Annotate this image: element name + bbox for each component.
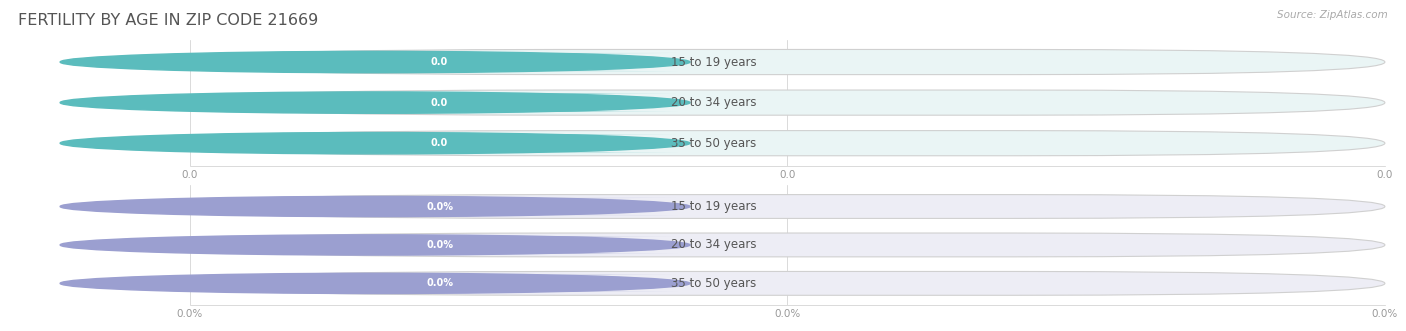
FancyBboxPatch shape — [201, 53, 678, 71]
Text: Source: ZipAtlas.com: Source: ZipAtlas.com — [1277, 10, 1388, 20]
Circle shape — [60, 92, 690, 113]
FancyBboxPatch shape — [190, 195, 1385, 218]
FancyBboxPatch shape — [201, 236, 678, 254]
Text: 15 to 19 years: 15 to 19 years — [672, 56, 756, 69]
Text: 20 to 34 years: 20 to 34 years — [672, 96, 756, 109]
Text: 35 to 50 years: 35 to 50 years — [672, 137, 756, 150]
Text: FERTILITY BY AGE IN ZIP CODE 21669: FERTILITY BY AGE IN ZIP CODE 21669 — [18, 13, 319, 28]
FancyBboxPatch shape — [201, 198, 678, 215]
Text: 35 to 50 years: 35 to 50 years — [672, 277, 756, 290]
Text: 0.0: 0.0 — [432, 98, 449, 108]
Text: 0.0%: 0.0% — [426, 202, 453, 212]
FancyBboxPatch shape — [190, 49, 1385, 74]
Circle shape — [60, 132, 690, 154]
Text: 15 to 19 years: 15 to 19 years — [672, 200, 756, 213]
FancyBboxPatch shape — [201, 134, 678, 152]
FancyBboxPatch shape — [190, 271, 1385, 295]
Text: 0.0%: 0.0% — [426, 240, 453, 250]
FancyBboxPatch shape — [190, 131, 1385, 156]
Circle shape — [60, 196, 690, 216]
Circle shape — [60, 51, 690, 73]
Circle shape — [60, 273, 690, 294]
Text: 0.0: 0.0 — [432, 57, 449, 67]
Text: 0.0: 0.0 — [432, 138, 449, 148]
FancyBboxPatch shape — [190, 233, 1385, 257]
Circle shape — [60, 235, 690, 255]
FancyBboxPatch shape — [201, 275, 678, 292]
Text: 0.0%: 0.0% — [426, 278, 453, 288]
FancyBboxPatch shape — [201, 94, 678, 112]
FancyBboxPatch shape — [190, 90, 1385, 115]
Text: 20 to 34 years: 20 to 34 years — [672, 238, 756, 252]
